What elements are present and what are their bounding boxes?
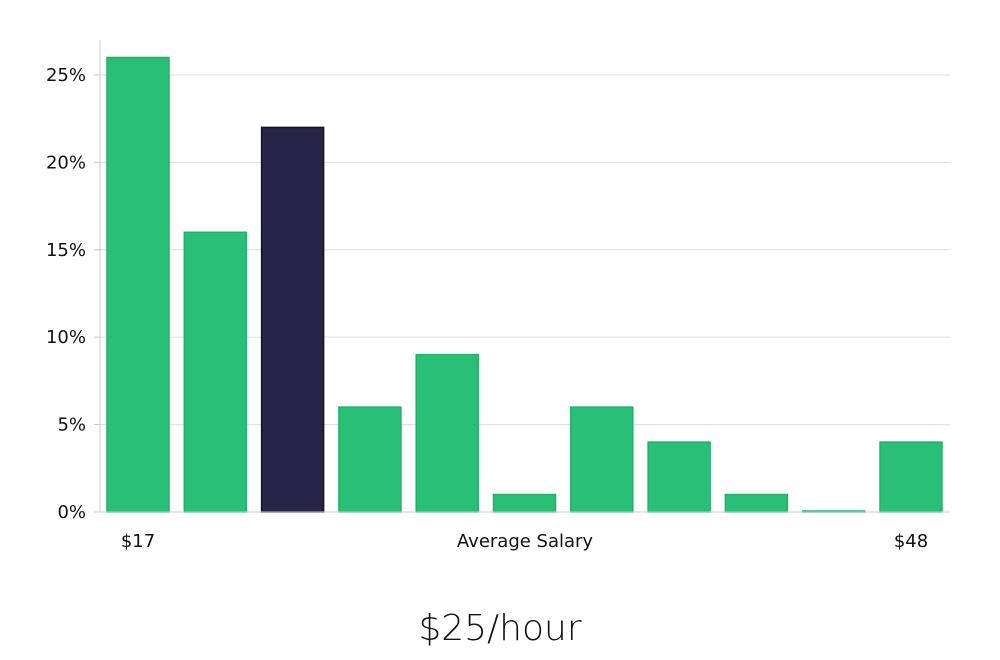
y-tick-label: 10% [46,327,86,348]
y-tick-label: 0% [57,502,86,523]
y-tick-label: 20% [46,152,86,173]
bar [106,56,170,513]
grid-lines: 0% 5% 10% 15% 20% 25% [46,65,950,523]
x-axis-title: Average Salary [457,531,594,552]
bar [338,406,402,513]
bar [492,493,557,513]
bar [570,406,634,513]
y-tick-label: 15% [46,240,86,261]
y-tick-label: 5% [57,415,86,436]
bar-highlighted [260,126,325,513]
average-salary-value: $25/hour [418,608,582,649]
x-end-label: $48 [894,531,928,552]
bar [183,231,248,513]
x-start-label: $17 [121,531,155,552]
y-tick-label: 25% [46,65,86,86]
bar [415,353,479,513]
bar [724,493,789,513]
chart-canvas: 0% 5% 10% 15% 20% 25% $17 Average Salary $48 [46,40,950,552]
bar [647,441,711,513]
axes [99,40,950,513]
bars [106,56,943,513]
bar [879,441,943,513]
